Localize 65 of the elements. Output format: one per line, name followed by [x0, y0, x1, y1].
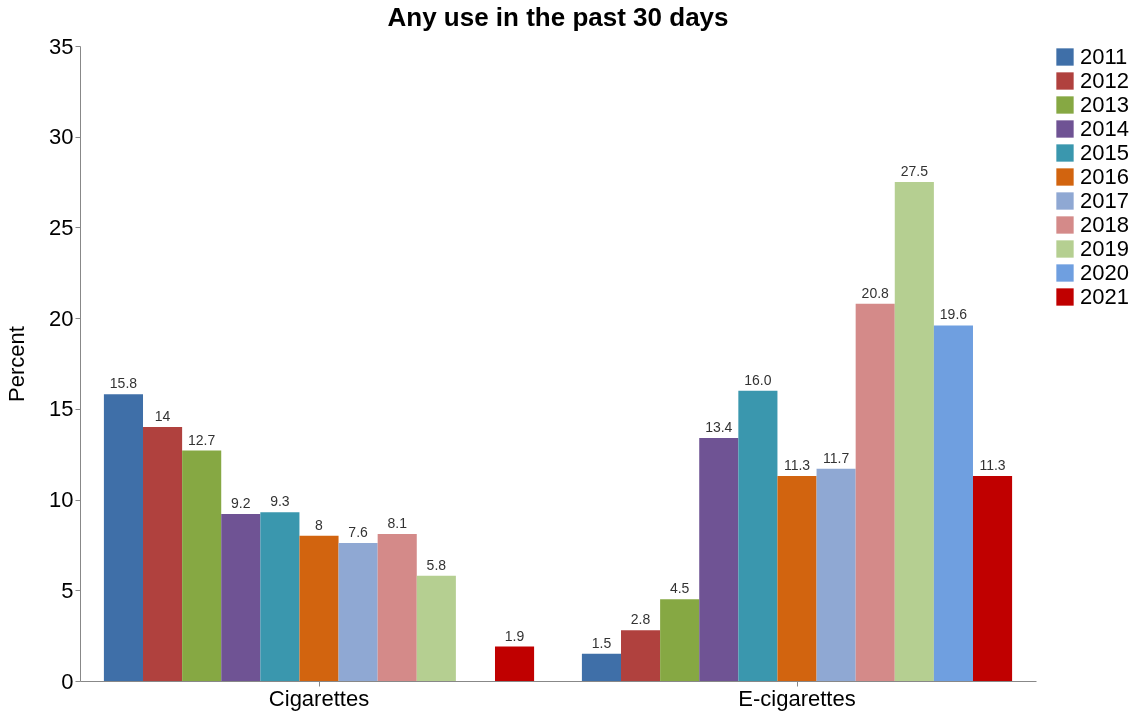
y-tick-label: 30 [49, 124, 74, 150]
data-label: 9.3 [270, 493, 290, 510]
bar [494, 646, 535, 681]
bar [338, 543, 378, 681]
bar [894, 182, 934, 681]
data-label: 14 [154, 408, 171, 424]
legend-label: 2020 [1080, 260, 1129, 285]
data-label: 11.7 [823, 449, 850, 466]
bar [260, 512, 300, 681]
data-label: 2.8 [630, 611, 651, 628]
bar [299, 535, 339, 681]
data-label: 19.6 [939, 306, 968, 323]
data-label: 20.8 [861, 284, 890, 301]
data-label: 15.8 [109, 375, 138, 392]
legend-label: 2016 [1080, 164, 1129, 189]
legend-label: 2021 [1080, 284, 1129, 309]
y-tick-label: 10 [49, 487, 74, 513]
data-label: 13.4 [705, 418, 733, 435]
bar [816, 468, 856, 681]
x-tick-label: Cigarettes [268, 685, 370, 711]
data-label: 27.5 [900, 163, 929, 180]
x-tick-label: E-cigarettes [738, 685, 856, 711]
bar [377, 534, 417, 681]
data-label: 7.6 [348, 524, 369, 541]
bar [855, 303, 895, 681]
bar [103, 394, 144, 681]
y-tick-label: 0 [61, 668, 74, 694]
bar [777, 475, 817, 681]
legend-label: 2019 [1080, 236, 1129, 261]
data-label: 1.9 [504, 627, 525, 644]
y-tick-label: 15 [49, 396, 74, 422]
data-label: 8.1 [387, 515, 408, 532]
data-label: 11.3 [783, 456, 811, 473]
legend-label: 2011 [1080, 44, 1128, 69]
data-label: 8 [315, 516, 324, 533]
bar [699, 437, 739, 681]
chart-title: Any use in the past 30 days [387, 2, 729, 32]
bar [621, 630, 661, 681]
data-label: 5.8 [426, 556, 447, 573]
y-tick-label: 25 [49, 214, 74, 240]
legend-label: 2014 [1080, 116, 1129, 141]
bar [182, 450, 222, 681]
bar [972, 475, 1013, 681]
data-label: 12.7 [188, 431, 216, 448]
legend-label: 2013 [1080, 92, 1129, 117]
y-tick-label: 5 [61, 577, 74, 603]
bar [416, 575, 456, 681]
legend-label: 2015 [1080, 140, 1129, 165]
legend-label: 2012 [1080, 68, 1129, 93]
data-label: 11.3 [979, 456, 1006, 473]
bar [660, 599, 700, 681]
bar [221, 514, 261, 681]
y-axis-title: Percent [4, 326, 30, 402]
bar [738, 390, 778, 681]
bar [143, 427, 183, 681]
bar [581, 653, 622, 681]
data-label: 16.0 [744, 371, 772, 388]
y-tick-label: 20 [49, 305, 74, 331]
data-label: 4.5 [669, 580, 690, 597]
bar [933, 325, 973, 681]
legend-label: 2017 [1080, 188, 1129, 213]
data-label: 1.5 [591, 634, 612, 651]
legend-label: 2018 [1080, 212, 1129, 237]
y-tick-label: 35 [49, 33, 74, 59]
data-label: 9.2 [231, 495, 251, 512]
